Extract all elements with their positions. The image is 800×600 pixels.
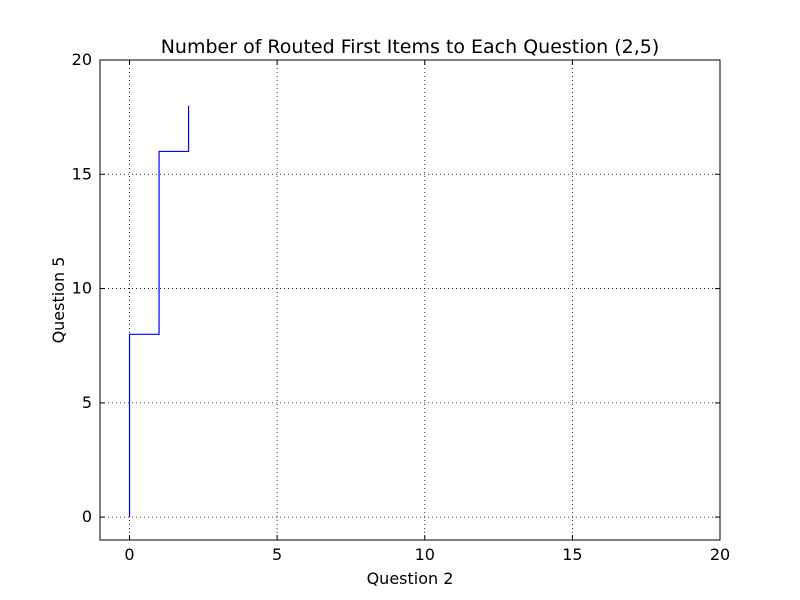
x-tick-label: 20 [710, 545, 730, 564]
series-layer [128, 105, 190, 518]
y-tick-label: 5 [82, 393, 92, 412]
chart-title: Number of Routed First Items to Each Que… [161, 36, 660, 58]
x-tick-label: 5 [272, 545, 282, 564]
y-tick-label: 0 [82, 507, 92, 526]
y-axis-label: Question 5 [49, 257, 68, 344]
x-tick-label: 0 [124, 545, 134, 564]
y-tick-label: 20 [72, 50, 92, 69]
x-axis-label: Question 2 [367, 569, 454, 588]
grid [100, 59, 721, 540]
x-tick-label: 15 [562, 545, 582, 564]
ticks: 0 5 10 15 20 0 5 10 15 20 [72, 50, 731, 564]
x-tick-label: 10 [415, 545, 435, 564]
plot-frame [99, 59, 721, 541]
y-tick-label: 10 [72, 279, 92, 298]
y-tick-label: 15 [72, 164, 92, 183]
series-line-0 [128, 105, 190, 518]
